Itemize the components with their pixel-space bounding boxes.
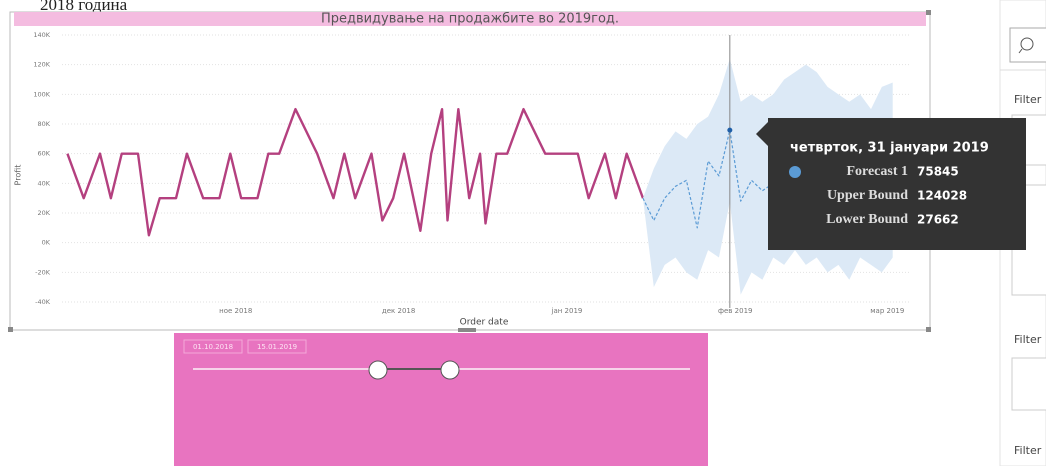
search-icon	[1020, 37, 1034, 51]
y-axis-label: Profit	[14, 165, 23, 186]
search-icon	[1018, 48, 1023, 54]
slider-handle[interactable]	[368, 360, 388, 380]
y-tick-label: 60K	[37, 150, 50, 158]
y-tick-label: 100K	[33, 90, 50, 98]
y-tick-label: 140K	[33, 31, 50, 39]
title-bar	[14, 12, 926, 26]
filter-card[interactable]	[1011, 357, 1046, 411]
actual-line	[66, 107, 645, 237]
tooltip: четврток, 31 јануари 2019 Forecast 1 75845…	[756, 118, 1026, 250]
tooltip-label: Lower Bound	[826, 212, 908, 227]
end-date: 15.01.2019	[257, 343, 297, 351]
y-tick-label: 20K	[37, 209, 50, 217]
y-tick-label: 0K	[42, 239, 51, 247]
start-date-box[interactable]	[183, 339, 243, 354]
hover-point	[727, 127, 733, 133]
y-tick-label: -20K	[35, 268, 51, 276]
tooltip-value: 27662	[917, 213, 959, 227]
x-axis-label: Order date	[460, 318, 509, 328]
filter-label: Filter	[1014, 333, 1042, 346]
tooltip-label: Upper Bound	[827, 188, 908, 203]
filter-label: Filter	[1014, 444, 1042, 457]
x-tick-label: дек 2018	[382, 307, 415, 315]
date-slicer[interactable]	[174, 333, 708, 466]
tooltip-value: 124028	[917, 189, 967, 203]
forecast-line	[642, 129, 894, 229]
tooltip-label: Forecast 1	[846, 164, 908, 179]
start-date: 01.10.2018	[193, 343, 233, 351]
tooltip-arrow	[756, 122, 768, 146]
y-tick-label: 120K	[33, 61, 50, 69]
y-tick-label: 80K	[37, 120, 50, 128]
tooltip-title: четврток, 31 јануари 2019	[790, 141, 989, 156]
end-date-box[interactable]	[247, 339, 307, 354]
slider-handle[interactable]	[440, 360, 460, 380]
tooltip-box	[768, 118, 1026, 250]
tooltip-value: 75845	[917, 165, 959, 179]
chart-title: Предвидување на продажбите во 2019год.	[321, 12, 619, 27]
x-tick-label: ное 2018	[219, 307, 252, 315]
tooltip-legend-dot	[789, 166, 801, 178]
x-tick-label: мар 2019	[870, 307, 904, 315]
header-text: 2018 година	[40, 0, 128, 14]
x-tick-label: фев 2019	[718, 307, 752, 315]
filter-label: Filter	[1014, 93, 1042, 106]
resize-handles	[8, 10, 931, 332]
y-tick-label: 40K	[37, 179, 50, 187]
y-tick-label: -40K	[35, 298, 51, 306]
search-box[interactable]	[1009, 27, 1046, 63]
x-tick-label: јан 2019	[551, 307, 583, 315]
